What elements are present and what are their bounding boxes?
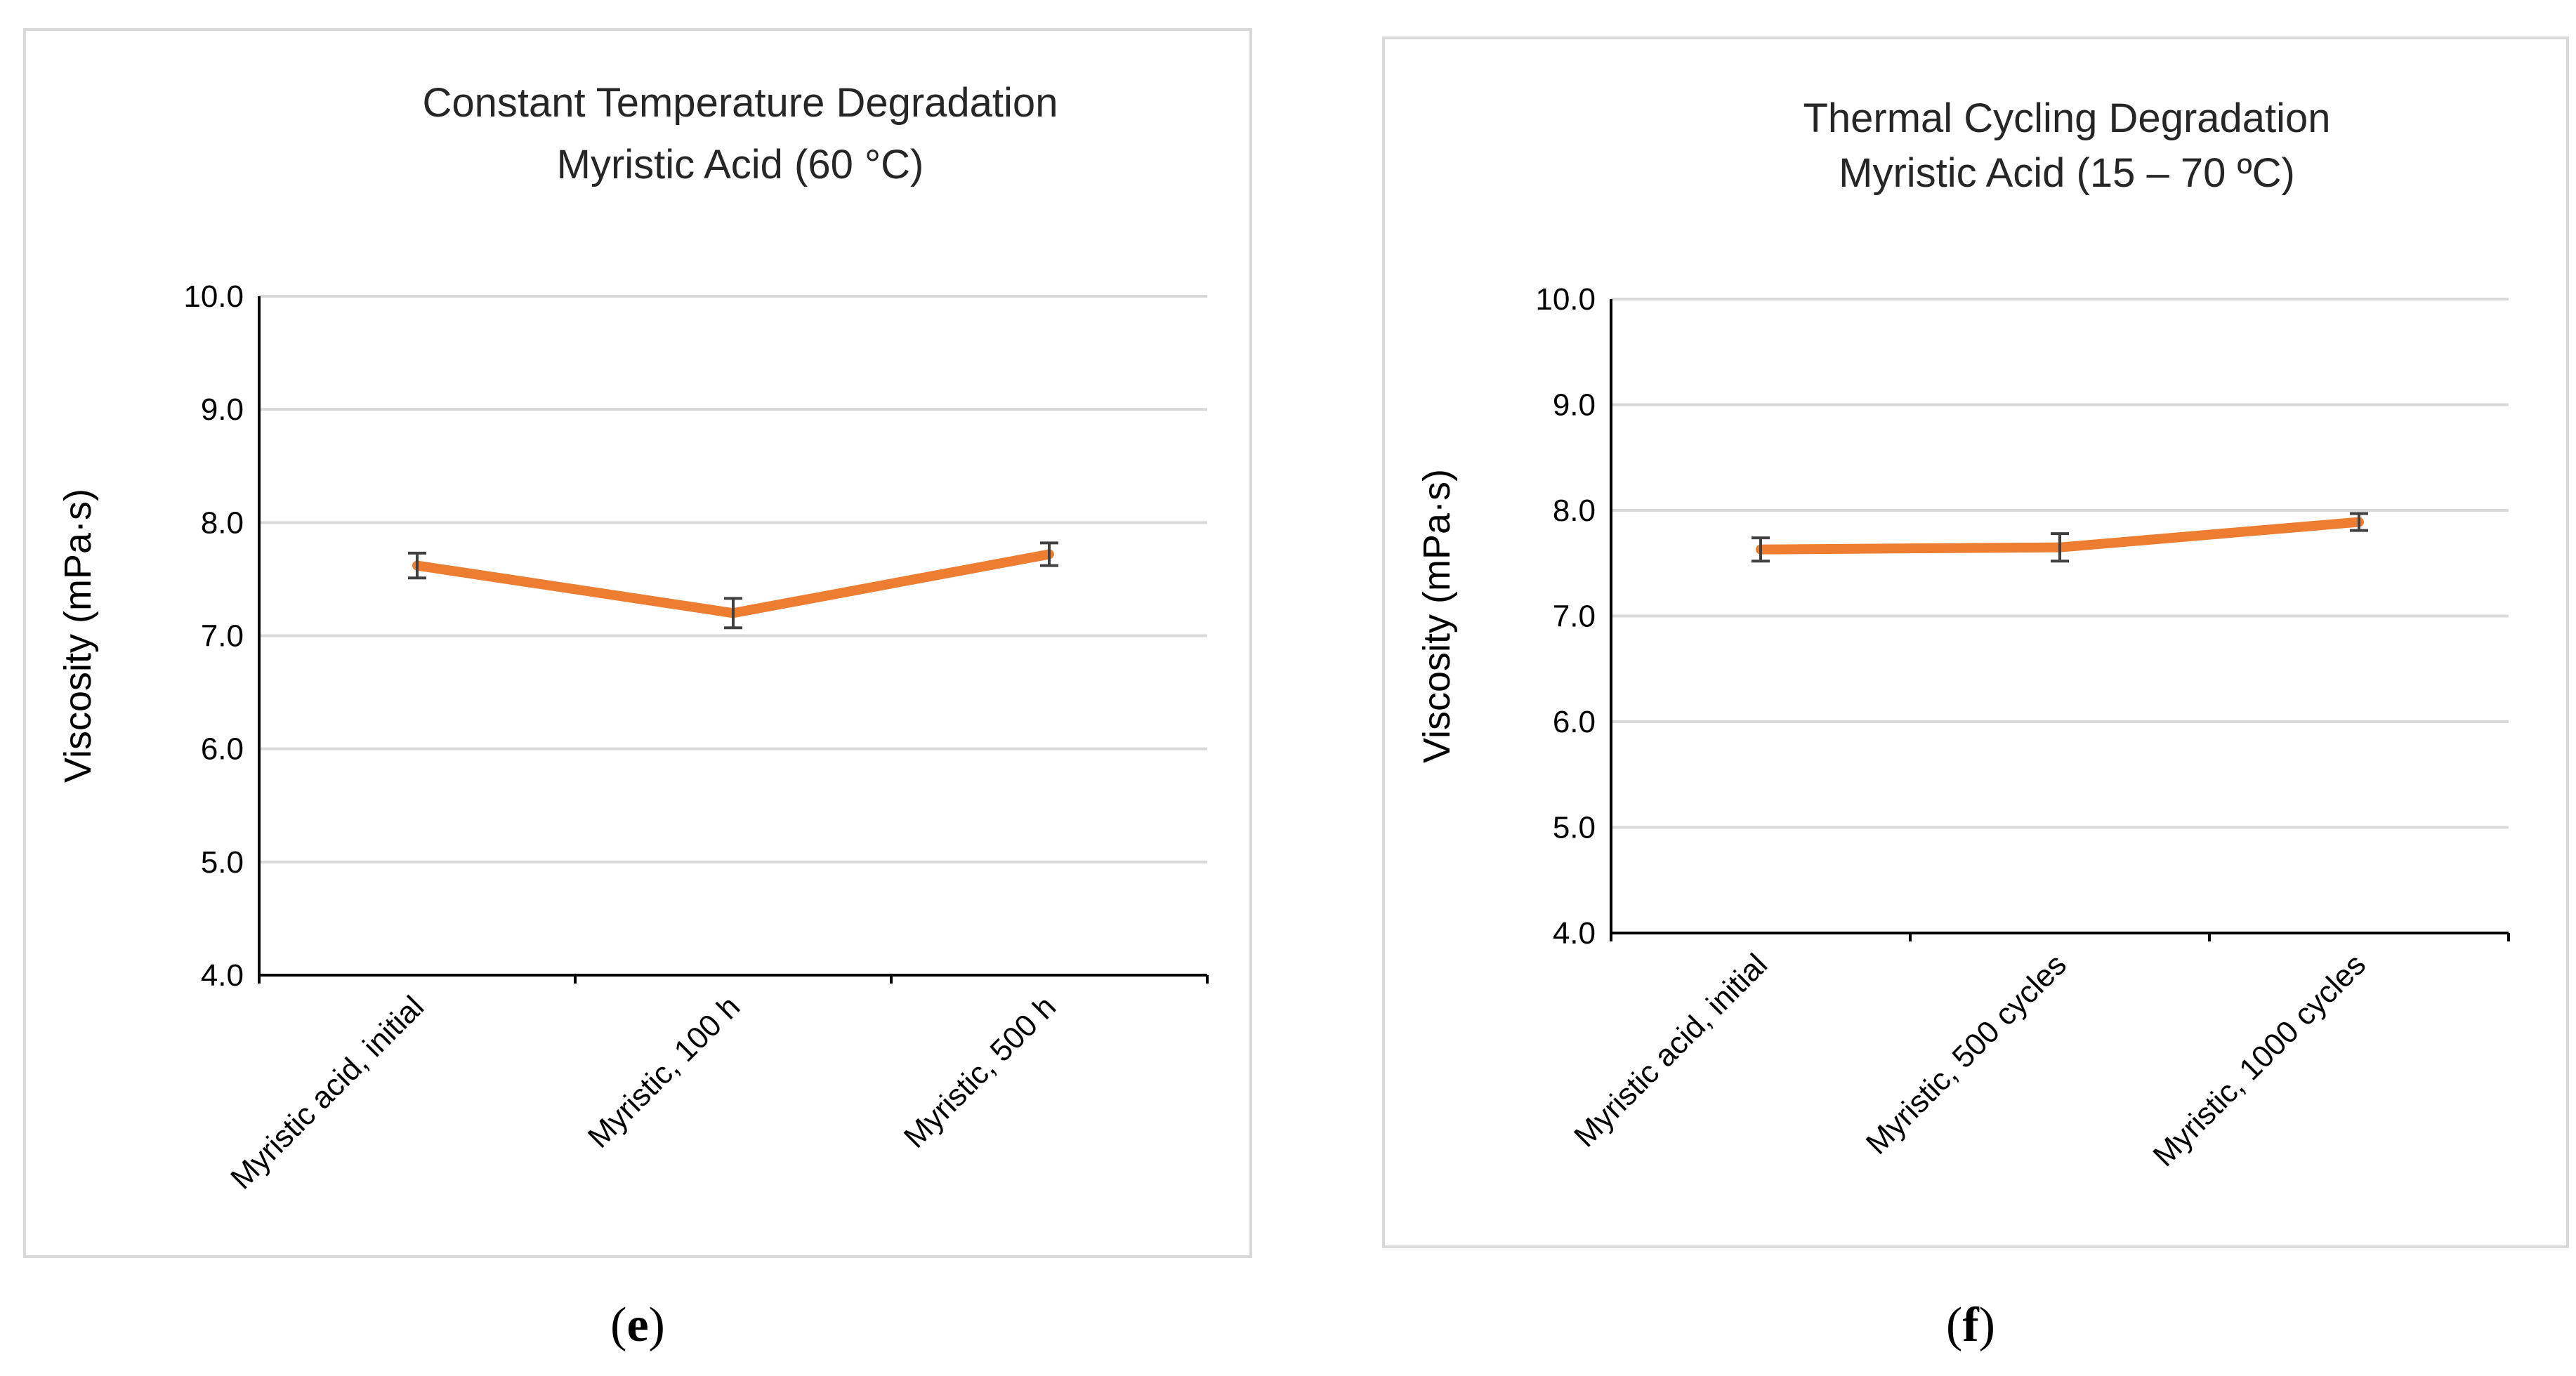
chart-panel-f: Thermal Cycling Degradation Myristic Acid… xyxy=(1382,37,2569,1248)
caption-e-close: ) xyxy=(648,1298,665,1352)
y-tick-label: 5.0 xyxy=(201,845,244,880)
y-tick-label: 9.0 xyxy=(1553,388,1596,423)
y-tick-label: 10.0 xyxy=(1535,282,1596,317)
y-tick-label: 10.0 xyxy=(183,279,244,314)
chart-title: Thermal Cycling Degradation xyxy=(1803,95,2330,141)
x-tick-label: Myristic, 500 cycles xyxy=(1860,947,2073,1160)
caption-f-letter: f xyxy=(1962,1298,1979,1352)
y-tick-label: 7.0 xyxy=(1553,600,1596,634)
y-tick-label: 4.0 xyxy=(201,958,244,993)
caption-f-close: ) xyxy=(1978,1298,1995,1352)
chart-e: Constant Temperature Degradation Myristic… xyxy=(57,80,1209,1196)
caption-e-letter: e xyxy=(626,1298,649,1352)
chart-title: Constant Temperature Degradation xyxy=(423,80,1058,126)
x-tick-label: Myristic, 1000 cycles xyxy=(2146,947,2372,1173)
chart-panel-e: Constant Temperature Degradation Myristic… xyxy=(23,28,1252,1258)
y-tick-label: 8.0 xyxy=(201,505,244,540)
chart-f: Thermal Cycling Degradation Myristic Acid… xyxy=(1416,95,2510,1173)
y-axis-label: Viscosity (mPa·s) xyxy=(1416,469,1458,763)
x-tick-label: Myristic, 500 h xyxy=(898,989,1063,1154)
chart-subtitle: Myristic Acid (15 – 70 ºC) xyxy=(1839,150,2295,196)
x-tick-label: Myristic, 100 h xyxy=(581,989,747,1154)
caption-e: (e) xyxy=(610,1297,665,1354)
y-tick-label: 6.0 xyxy=(1553,705,1596,739)
y-tick-label: 4.0 xyxy=(1553,916,1596,951)
x-tick-label: Myristic acid, initial xyxy=(1568,947,1774,1153)
y-tick-label: 7.0 xyxy=(201,619,244,654)
caption-e-open: ( xyxy=(610,1298,627,1352)
y-axis-label: Viscosity (mPa·s) xyxy=(57,489,99,783)
y-tick-label: 9.0 xyxy=(201,392,244,427)
y-tick-label: 8.0 xyxy=(1553,494,1596,528)
y-tick-label: 5.0 xyxy=(1553,811,1596,845)
caption-f-open: ( xyxy=(1946,1298,1963,1352)
caption-f: (f) xyxy=(1946,1297,1995,1354)
chart-subtitle: Myristic Acid (60 °C) xyxy=(557,142,924,187)
x-tick-label: Myristic acid, initial xyxy=(224,989,431,1196)
y-tick-label: 6.0 xyxy=(201,732,244,767)
